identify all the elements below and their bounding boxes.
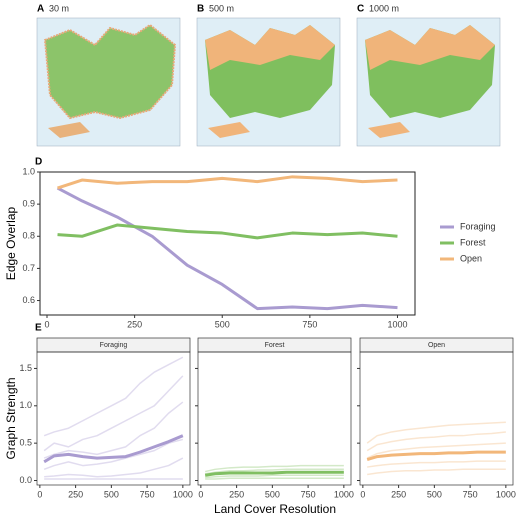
data-line — [57, 223, 398, 240]
legend-label: Foraging — [460, 221, 496, 231]
map — [36, 17, 181, 147]
data-line — [205, 474, 344, 479]
y-tick-label: 0.7 — [22, 263, 35, 273]
y-tick-label: 1.0 — [19, 400, 32, 410]
map-open — [205, 25, 335, 70]
x-tick-label: 750 — [301, 489, 316, 499]
maps — [36, 17, 501, 147]
data-line — [43, 438, 184, 471]
x-tick-label: 750 — [140, 489, 155, 499]
data-line — [205, 477, 344, 480]
strip-label: Open — [428, 342, 445, 349]
x-tick-label: 1000 — [387, 319, 407, 329]
strip-label: Forest — [265, 342, 285, 349]
panel-letter: A — [37, 4, 44, 15]
data-line — [366, 421, 506, 444]
plot-frame — [36, 351, 191, 486]
panel-letter: B — [197, 4, 204, 15]
data-line — [56, 186, 398, 311]
panel-letter: C — [357, 4, 364, 15]
plot-frame — [359, 351, 514, 486]
data-line — [44, 457, 184, 478]
legend-label: Open — [460, 253, 482, 263]
map-label: 500 m — [209, 3, 234, 13]
x-tick-label: 0 — [198, 489, 203, 499]
x-tick-label: 750 — [302, 319, 317, 329]
map-open — [365, 25, 495, 70]
map-land — [43, 23, 177, 120]
y-tick-label: 1.5 — [19, 363, 32, 373]
legend-label: Forest — [460, 237, 486, 247]
data-line — [366, 450, 506, 462]
x-tick-label: 250 — [229, 489, 244, 499]
map-island — [48, 122, 90, 138]
data-line — [367, 468, 506, 476]
x-tick-label: 250 — [391, 489, 406, 499]
x-tick-label: 0 — [45, 319, 50, 329]
x-axis-title: Land Cover Resolution — [214, 502, 336, 516]
map — [196, 17, 341, 147]
plot-frame — [39, 171, 416, 316]
x-tick-label: 1000 — [496, 489, 516, 499]
map-label: 1000 m — [369, 3, 399, 13]
panel-letter: D — [35, 157, 42, 168]
data-line — [367, 460, 506, 468]
x-tick-label: 500 — [215, 319, 230, 329]
y-tick-label: 0.5 — [19, 438, 32, 448]
map-island — [368, 122, 410, 138]
x-tick-label: 250 — [127, 319, 142, 329]
panel-letter: E — [35, 323, 42, 334]
data-line — [43, 401, 184, 459]
x-tick-label: 1000 — [334, 489, 354, 499]
x-tick-label: 0 — [360, 489, 365, 499]
y-axis-title: Edge Overlap — [4, 206, 18, 280]
x-tick-label: 250 — [68, 489, 83, 499]
x-tick-label: 500 — [265, 489, 280, 499]
y-tick-label: 1.0 — [22, 166, 35, 176]
y-tick-label: 0.0 — [19, 475, 32, 485]
data-line — [43, 356, 184, 437]
x-tick-label: 0 — [37, 489, 42, 499]
data-line — [204, 470, 344, 477]
data-line — [366, 431, 506, 452]
x-tick-label: 1000 — [173, 489, 193, 499]
y-tick-label: 0.8 — [22, 231, 35, 241]
y-tick-label: 0.9 — [22, 199, 35, 209]
map-label: 30 m — [49, 3, 69, 13]
plot-frame — [197, 351, 352, 486]
y-tick-label: 0.6 — [22, 295, 35, 305]
data-line — [43, 375, 184, 452]
data-line — [205, 468, 344, 475]
data-line — [204, 464, 344, 473]
x-tick-label: 750 — [463, 489, 478, 499]
x-tick-label: 500 — [427, 489, 442, 499]
map — [356, 17, 501, 147]
x-tick-label: 500 — [104, 489, 119, 499]
data-line — [57, 175, 398, 190]
y-axis-title: Graph Strength — [4, 377, 18, 459]
data-line — [43, 434, 184, 464]
data-line — [366, 442, 506, 459]
strip-label: Foraging — [100, 342, 128, 349]
map-island — [208, 122, 250, 138]
